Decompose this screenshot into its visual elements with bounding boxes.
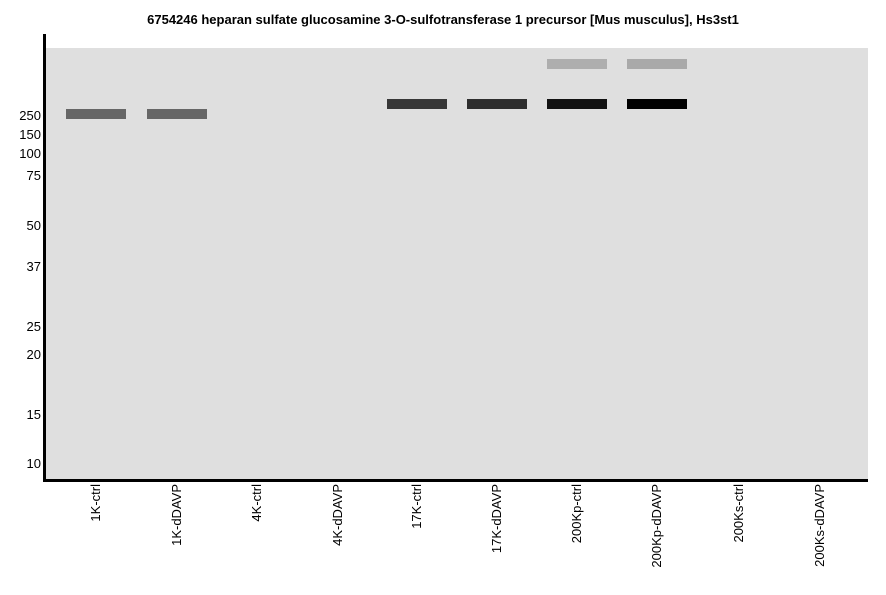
- lane-label-200Ks-dDAVP: 200Ks-dDAVP: [812, 484, 827, 567]
- y-tick-50: 50: [26, 218, 41, 233]
- y-axis-line: [43, 34, 46, 482]
- lane-label-4K-dDAVP: 4K-dDAVP: [330, 484, 345, 546]
- lane-label-1K-dDAVP: 1K-dDAVP: [169, 484, 184, 546]
- y-tick-20: 20: [26, 347, 41, 362]
- lane-label-200Kp-dDAVP: 200Kp-dDAVP: [649, 484, 664, 568]
- y-tick-150: 150: [19, 127, 41, 142]
- gel-plot-area: [46, 48, 868, 479]
- lane-label-200Kp-ctrl: 200Kp-ctrl: [569, 484, 584, 544]
- y-tick-100: 100: [19, 146, 41, 161]
- band-200Kp-dDAVP: [627, 99, 687, 109]
- band-200Kp-ctrl-upper: [547, 59, 607, 69]
- lane-label-1K-ctrl: 1K-ctrl: [88, 484, 103, 522]
- band-1K-dDAVP: [147, 109, 207, 119]
- y-tick-10: 10: [26, 456, 41, 471]
- lane-label-17K-dDAVP: 17K-dDAVP: [489, 484, 504, 554]
- lane-label-200Ks-ctrl: 200Ks-ctrl: [731, 484, 746, 543]
- y-tick-75: 75: [26, 168, 41, 183]
- band-200Kp-dDAVP-upper: [627, 59, 687, 69]
- band-200Kp-ctrl: [547, 99, 607, 109]
- figure-title: 6754246 heparan sulfate glucosamine 3-O-…: [147, 12, 739, 27]
- band-17K-ctrl: [387, 99, 447, 109]
- lane-label-17K-ctrl: 17K-ctrl: [409, 484, 424, 529]
- y-tick-250: 250: [19, 108, 41, 123]
- lane-label-4K-ctrl: 4K-ctrl: [249, 484, 264, 522]
- band-1K-ctrl: [66, 109, 126, 119]
- y-tick-25: 25: [26, 319, 41, 334]
- x-axis-line: [43, 479, 868, 482]
- y-tick-37: 37: [26, 259, 41, 274]
- y-tick-15: 15: [26, 407, 41, 422]
- band-17K-dDAVP: [467, 99, 527, 109]
